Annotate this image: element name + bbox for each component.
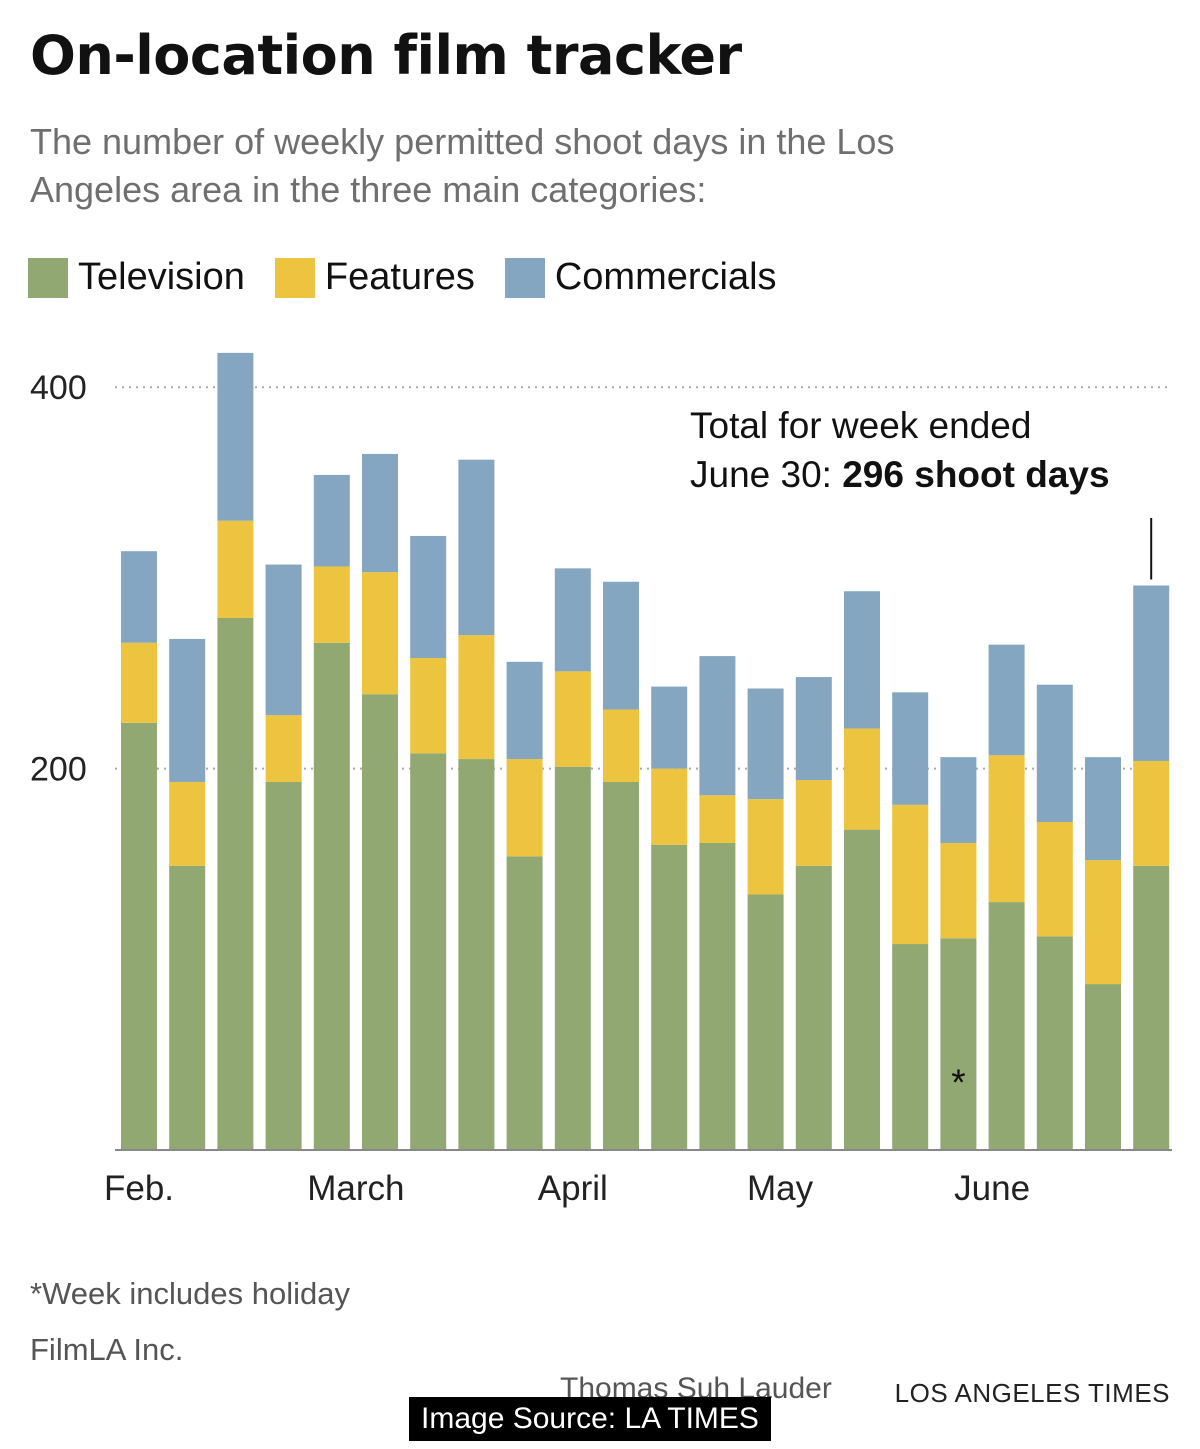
bar-commercials-week-18 [940, 757, 977, 843]
bar-features-week-18 [940, 842, 977, 939]
bar-commercials-week-22 [1133, 585, 1170, 761]
bar-features-week-14 [747, 799, 784, 895]
bar-television-week-18 [940, 938, 977, 1150]
month-label-june: June [954, 1169, 1030, 1208]
bar-features-week-20 [1036, 821, 1073, 937]
bar-features-week-17 [892, 804, 929, 945]
bar-television-week-3 [217, 617, 254, 1150]
holiday-asterisk: * [951, 1062, 965, 1103]
bar-television-week-4 [265, 781, 302, 1150]
bar-commercials-week-20 [1036, 684, 1073, 822]
bar-commercials-week-11 [603, 581, 639, 710]
month-label-may: May [747, 1169, 814, 1208]
bar-features-week-9 [506, 759, 543, 857]
month-label-feb: Feb. [104, 1169, 174, 1208]
bar-features-week-3 [217, 520, 254, 618]
bar-television-week-11 [603, 781, 639, 1150]
bar-television-week-21 [1085, 984, 1121, 1150]
publisher-name: LOS ANGELES TIMES [894, 1378, 1170, 1408]
legend-item-commercials: Commercials [504, 256, 777, 299]
bar-commercials-week-14 [747, 688, 784, 800]
bar-commercials-week-1 [121, 551, 157, 643]
bar-commercials-week-3 [217, 352, 254, 521]
bar-features-week-21 [1085, 860, 1121, 985]
bar-television-week-1 [121, 722, 157, 1150]
annotation-line-1: Total for week ended [690, 405, 1031, 446]
bar-television-week-9 [506, 856, 543, 1150]
image-source-banner: Image Source: LA TIMES [409, 1397, 771, 1441]
bar-features-week-13 [699, 795, 736, 843]
bar-television-week-7 [410, 753, 447, 1150]
bar-commercials-week-12 [651, 686, 688, 769]
bar-features-week-12 [651, 768, 688, 845]
legend-swatch-commercials [504, 257, 545, 298]
bar-commercials-week-2 [169, 638, 206, 782]
annotation-total: 296 shoot days [842, 454, 1109, 495]
legend: Television Features Commercials [28, 256, 807, 299]
bar-television-week-13 [699, 842, 736, 1150]
chart-title: On-location film tracker [30, 24, 742, 87]
month-label-april: April [538, 1169, 608, 1208]
bar-television-week-12 [651, 844, 688, 1150]
bar-commercials-week-7 [410, 535, 447, 658]
bar-commercials-week-17 [892, 692, 929, 805]
bar-features-week-15 [795, 780, 832, 866]
bar-television-week-15 [795, 865, 832, 1150]
bar-commercials-week-10 [554, 568, 591, 672]
bar-commercials-week-6 [362, 453, 398, 573]
bar-television-week-19 [988, 902, 1025, 1150]
bar-commercials-week-8 [458, 459, 495, 636]
bar-features-week-2 [169, 781, 206, 866]
legend-swatch-television [28, 257, 68, 298]
bar-features-week-7 [410, 657, 447, 754]
bar-features-week-4 [265, 715, 302, 782]
bar-television-week-5 [313, 642, 350, 1150]
bar-television-week-20 [1036, 936, 1073, 1150]
bar-commercials-week-21 [1085, 757, 1121, 861]
bar-features-week-10 [554, 671, 591, 767]
legend-label-features: Features [324, 256, 475, 298]
y-tick-label-200: 200 [30, 751, 87, 789]
bar-television-week-14 [747, 894, 784, 1150]
month-label-march: March [307, 1169, 404, 1208]
bar-television-week-22 [1133, 865, 1170, 1150]
bar-television-week-17 [892, 944, 929, 1150]
bar-television-week-2 [169, 865, 206, 1150]
bar-television-week-16 [844, 829, 880, 1150]
bar-features-week-19 [988, 755, 1025, 903]
legend-label-commercials: Commercials [554, 256, 777, 298]
bar-features-week-11 [603, 709, 639, 782]
bar-commercials-week-5 [313, 474, 350, 567]
bar-commercials-week-16 [844, 591, 880, 729]
legend-item-features: Features [274, 256, 475, 299]
annotation-line-2: June 30: 296 shoot days [690, 454, 1110, 495]
bar-commercials-week-4 [265, 564, 302, 716]
annotation-date: June 30: [690, 454, 842, 495]
bar-television-week-10 [554, 766, 591, 1150]
bar-features-week-22 [1133, 760, 1170, 866]
bar-commercials-week-9 [506, 661, 543, 760]
bar-features-week-5 [313, 566, 350, 643]
bar-television-week-8 [458, 759, 495, 1150]
legend-item-television: Television [28, 256, 245, 299]
bar-features-week-6 [362, 572, 398, 695]
stacked-bar-chart: 200 400 Feb. March April May June * Total for we… [30, 352, 1172, 1208]
bar-features-week-16 [844, 728, 880, 830]
legend-swatch-features [274, 257, 315, 298]
footnote: *Week includes holiday [30, 1276, 350, 1311]
bar-commercials-week-13 [699, 656, 736, 796]
chart-subtitle: The number of weekly permitted shoot day… [30, 121, 895, 210]
bar-television-week-6 [362, 694, 398, 1150]
y-tick-label-400: 400 [30, 369, 87, 407]
legend-label-television: Television [78, 256, 245, 298]
source-note: FilmLA Inc. [30, 1332, 184, 1367]
bar-commercials-week-15 [795, 677, 832, 781]
bar-features-week-1 [121, 642, 157, 723]
bar-commercials-week-19 [988, 644, 1025, 756]
bar-features-week-8 [458, 635, 495, 760]
